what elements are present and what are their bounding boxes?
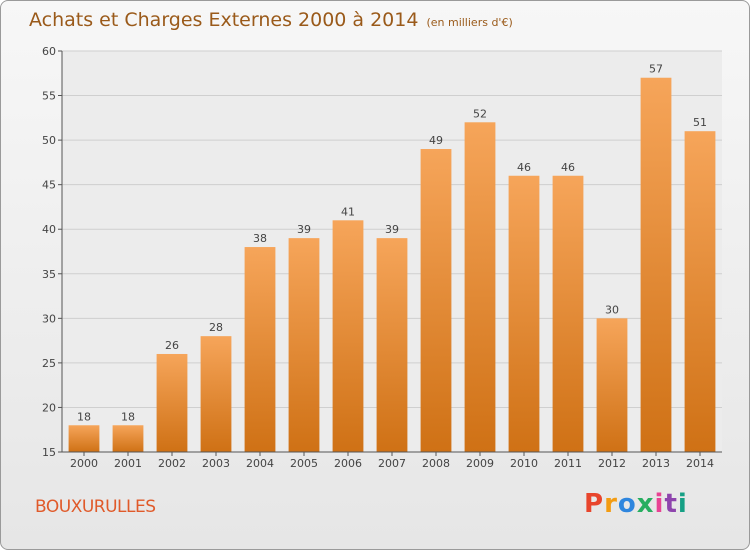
bar-value-label: 46 [517, 161, 531, 174]
logo-letter: r [604, 489, 618, 519]
y-tick-label: 60 [42, 45, 56, 58]
bar [640, 77, 672, 452]
y-tick-label: 55 [42, 90, 56, 103]
bar-value-label: 18 [121, 410, 135, 423]
bar [200, 336, 232, 452]
bar-value-label: 30 [605, 303, 619, 316]
x-tick-label: 2010 [510, 457, 538, 470]
logo-letter: x [636, 489, 655, 519]
y-tick-label: 45 [42, 179, 56, 192]
bar-value-label: 18 [77, 410, 91, 423]
bar [68, 425, 100, 452]
proxiti-logo: Proxiti [584, 489, 688, 519]
x-tick-label: 2011 [554, 457, 582, 470]
bar-value-label: 52 [473, 107, 487, 120]
x-tick-label: 2006 [334, 457, 362, 470]
x-tick-label: 2001 [114, 457, 142, 470]
bar-value-label: 38 [253, 232, 267, 245]
logo-letter: i [677, 489, 688, 519]
bar-value-label: 39 [297, 223, 311, 236]
logo-letter: P [584, 489, 605, 519]
chart-title-text: Achats et Charges Externes 2000 à 2014 [29, 9, 419, 31]
x-tick-label: 2008 [422, 457, 450, 470]
x-tick-label: 2013 [642, 457, 670, 470]
y-tick-label: 30 [42, 312, 56, 325]
x-tick-label: 2009 [466, 457, 494, 470]
logo-letter: t [664, 489, 678, 519]
y-tick-label: 20 [42, 401, 56, 414]
bar [332, 220, 364, 452]
x-tick-label: 2012 [598, 457, 626, 470]
bar-value-label: 51 [693, 116, 707, 129]
bar-value-label: 28 [209, 321, 223, 334]
y-tick-label: 50 [42, 134, 56, 147]
bar-value-label: 46 [561, 161, 575, 174]
y-tick-label: 40 [42, 223, 56, 236]
logo-letter: i [654, 489, 665, 519]
bar-value-label: 39 [385, 223, 399, 236]
bar [376, 238, 408, 452]
bar [420, 149, 452, 452]
y-tick-label: 25 [42, 357, 56, 370]
bar [552, 175, 584, 452]
x-tick-label: 2002 [158, 457, 186, 470]
bar [288, 238, 320, 452]
bar [112, 425, 144, 452]
x-tick-label: 2003 [202, 457, 230, 470]
bar [464, 122, 496, 453]
x-tick-label: 2007 [378, 457, 406, 470]
x-tick-label: 2000 [70, 457, 98, 470]
logo-letter: o [617, 489, 637, 519]
bar [684, 131, 716, 452]
bar-value-label: 41 [341, 205, 355, 218]
bar-value-label: 57 [649, 63, 663, 76]
bar-value-label: 49 [429, 134, 443, 147]
bar [508, 175, 540, 452]
chart-title: Achats et Charges Externes 2000 à 2014 (e… [29, 9, 513, 31]
bar [596, 318, 628, 452]
x-tick-label: 2005 [290, 457, 318, 470]
bar [156, 353, 188, 452]
bar-value-label: 26 [165, 339, 179, 352]
y-tick-label: 35 [42, 268, 56, 281]
place-name: BOUXURULLES [35, 497, 156, 517]
chart-subtitle: (en milliers d'€) [426, 16, 513, 29]
y-tick-label: 15 [42, 446, 56, 459]
bar [244, 247, 276, 452]
x-tick-label: 2004 [246, 457, 274, 470]
x-tick-label: 2014 [686, 457, 714, 470]
